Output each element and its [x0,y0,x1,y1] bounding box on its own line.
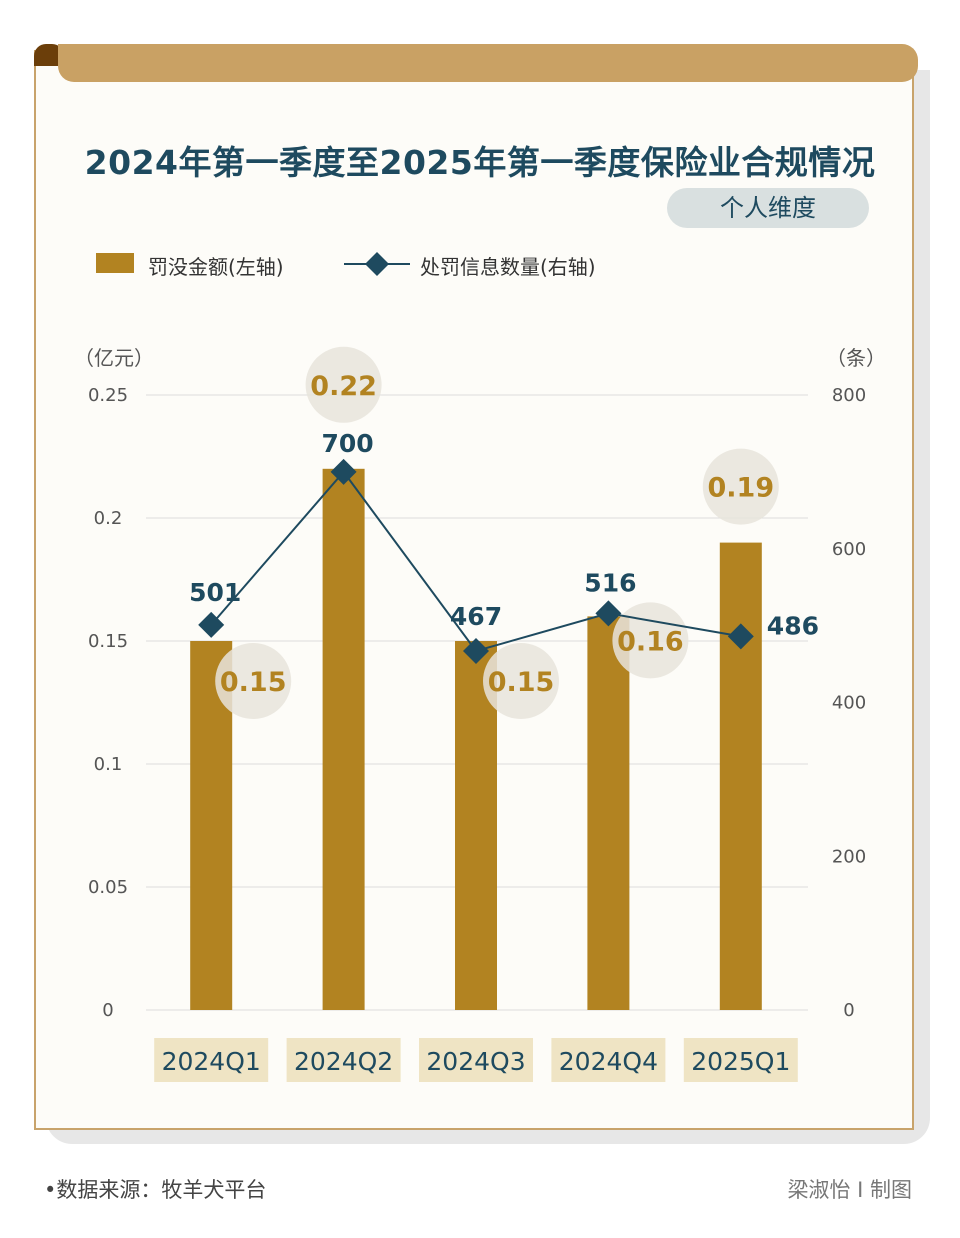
legend-line-marker [344,252,410,276]
left-tick-label: 0.25 [88,385,128,406]
right-tick-label: 200 [832,846,866,867]
right-tick-label: 800 [832,385,866,406]
card-tab-decoration [34,44,64,66]
line-value-label: 700 [322,429,374,458]
left-tick-label: 0.1 [94,754,123,775]
x-tick-label: 2024Q2 [294,1047,393,1076]
line-point-marker [330,458,357,485]
right-tick-label: 0 [843,1000,854,1021]
card-header-bar [58,44,918,82]
bar-value-bubble [612,602,689,679]
legend-line-label: 处罚信息数量(右轴) [420,255,596,279]
line-value-label: 516 [584,568,636,597]
legend-bar-label: 罚没金额(左轴) [148,255,284,279]
x-tick-label: 2024Q3 [426,1047,525,1076]
right-tick-label: 400 [832,693,866,714]
dimension-badge: 个人维度 [667,188,869,228]
bar-value-bubble [215,643,292,719]
bar-value-label: 0.15 [220,667,287,698]
legend-bar-swatch [96,253,134,273]
line-point-marker [463,637,489,664]
category-label-box [551,1038,666,1082]
left-axis-unit: （亿元） [74,346,154,370]
data-source: •数据来源：牧羊犬平台 [44,1178,267,1202]
bar-value-label: 0.15 [488,667,555,698]
category-label-box [154,1038,269,1082]
bar-value-label: 0.19 [707,473,774,504]
line-point-marker [595,600,622,627]
x-tick-label: 2024Q1 [162,1047,261,1076]
chart-credit: 梁淑怡 I 制图 [787,1178,912,1202]
bar-value-bubble [702,448,779,525]
right-axis-unit: （条） [826,346,886,370]
left-tick-label: 0 [102,1000,113,1021]
left-tick-label: 0.05 [88,877,128,898]
line-value-label: 486 [767,611,819,640]
bar [322,468,365,1010]
line-point-marker [198,611,225,638]
chart-title: 2024年第一季度至2025年第一季度保险业合规情况 [84,143,876,182]
category-label-box [683,1038,798,1082]
bar-value-bubble [305,346,382,423]
bar [719,542,762,1010]
line-value-label: 467 [450,602,502,631]
x-tick-label: 2025Q1 [691,1047,790,1076]
category-label-box [286,1038,401,1082]
bar [587,616,630,1010]
bar-value-label: 0.16 [617,626,684,657]
left-tick-label: 0.15 [88,631,128,652]
x-tick-label: 2024Q4 [559,1047,658,1076]
left-tick-label: 0.2 [94,508,123,529]
right-tick-label: 600 [832,539,866,560]
bar-value-bubble [483,643,559,719]
line-point-marker [727,623,754,650]
bar-value-label: 0.22 [310,371,377,402]
line-value-label: 501 [189,578,241,607]
category-label-box [419,1038,533,1082]
